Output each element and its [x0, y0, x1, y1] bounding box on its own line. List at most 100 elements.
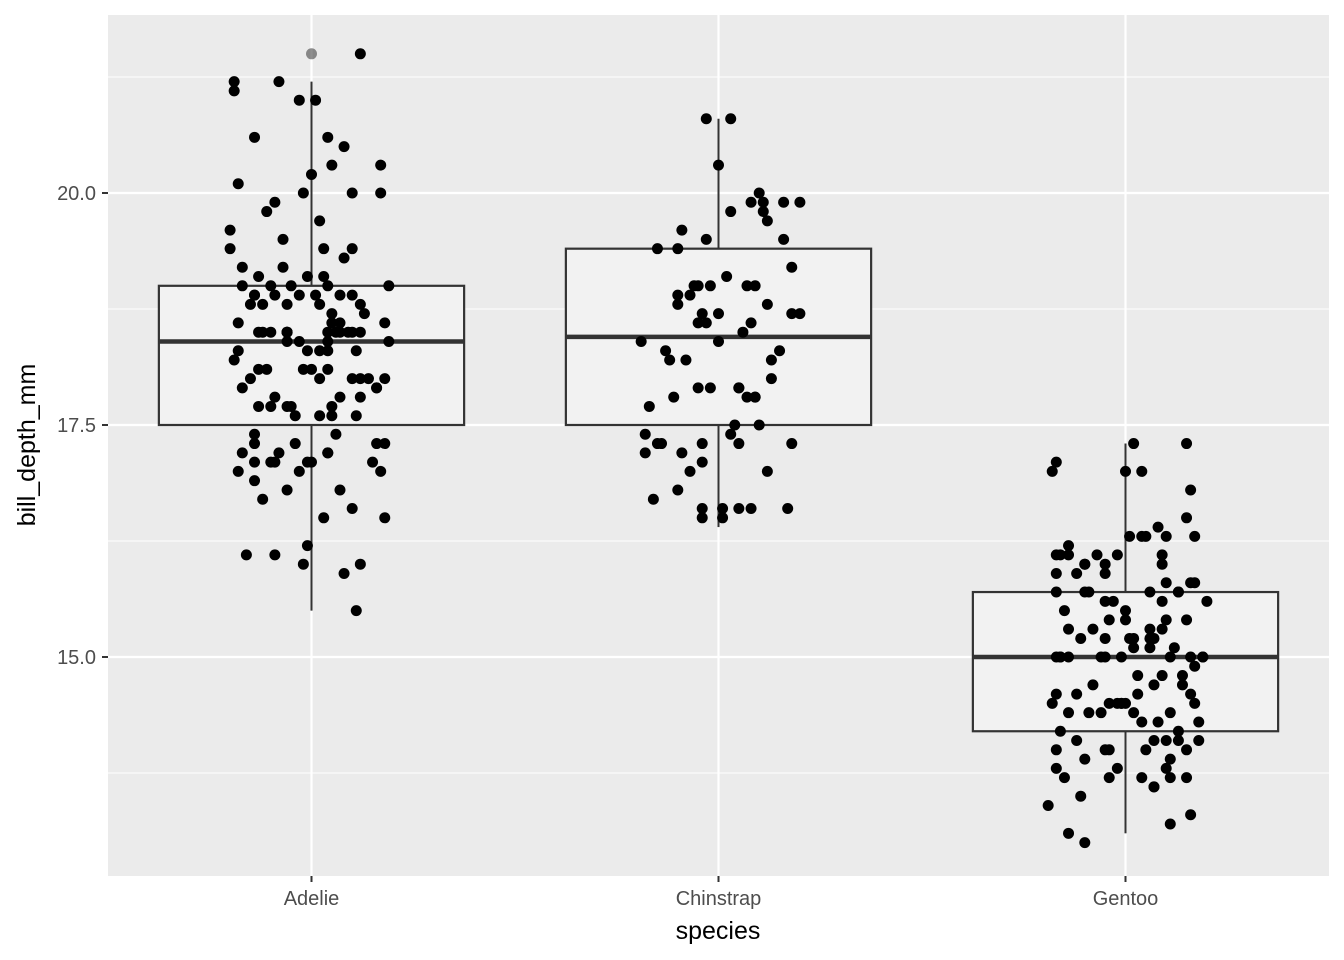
- data-point: [1071, 567, 1083, 579]
- data-point: [293, 465, 305, 477]
- data-point: [1063, 549, 1075, 561]
- data-point: [692, 317, 704, 329]
- data-point: [778, 233, 790, 245]
- data-point: [786, 438, 798, 450]
- data-point: [314, 298, 326, 310]
- data-point: [729, 419, 741, 431]
- data-point: [269, 289, 281, 301]
- data-point: [1189, 530, 1201, 542]
- data-point: [297, 558, 309, 570]
- data-point: [717, 503, 729, 515]
- data-point: [1164, 707, 1176, 719]
- data-point: [1144, 632, 1156, 644]
- data-point: [269, 456, 281, 468]
- data-point: [1050, 567, 1062, 579]
- data-point: [1136, 530, 1148, 542]
- data-point: [249, 456, 261, 468]
- data-point: [379, 512, 391, 524]
- data-point: [1103, 772, 1115, 784]
- data-point: [676, 447, 688, 459]
- data-point: [1054, 725, 1066, 737]
- data-point: [1095, 651, 1107, 663]
- data-point: [757, 206, 769, 218]
- data-point: [668, 391, 680, 403]
- data-point: [240, 549, 252, 561]
- data-point: [261, 363, 273, 375]
- data-point: [1185, 688, 1197, 700]
- data-point: [1176, 670, 1188, 682]
- data-point: [334, 391, 346, 403]
- data-point: [1136, 716, 1148, 728]
- data-point: [1168, 642, 1180, 654]
- data-point: [379, 438, 391, 450]
- data-point: [228, 85, 240, 97]
- data-point: [1063, 540, 1075, 552]
- data-point: [301, 540, 313, 552]
- data-point: [346, 373, 358, 385]
- data-point: [1181, 772, 1193, 784]
- data-point: [1156, 595, 1168, 607]
- data-point: [244, 298, 256, 310]
- data-point: [1103, 697, 1115, 709]
- data-point: [1124, 530, 1136, 542]
- data-point: [236, 447, 248, 459]
- data-point: [306, 168, 317, 180]
- data-point: [1176, 679, 1188, 691]
- data-point: [273, 447, 285, 459]
- data-point: [1071, 688, 1083, 700]
- data-point: [733, 382, 745, 394]
- data-point: [293, 94, 305, 106]
- data-point: [281, 326, 293, 338]
- data-point: [289, 438, 301, 450]
- data-point: [346, 187, 358, 199]
- data-point: [1120, 465, 1131, 477]
- data-point: [664, 354, 676, 366]
- data-point: [1083, 707, 1095, 719]
- data-point: [277, 261, 289, 273]
- y-axis: 15.0 17.5 20.0: [57, 183, 108, 669]
- data-point: [326, 308, 338, 320]
- data-point: [761, 465, 773, 477]
- data-point: [257, 298, 269, 310]
- data-point: [1050, 688, 1062, 700]
- data-point: [1079, 837, 1091, 849]
- data-point: [1181, 438, 1193, 450]
- data-point: [1111, 549, 1123, 561]
- data-point: [676, 224, 688, 236]
- data-point: [704, 382, 716, 394]
- data-point: [334, 326, 346, 338]
- data-point: [322, 335, 334, 347]
- data-point: [1103, 614, 1115, 626]
- data-point: [269, 391, 281, 403]
- data-point: [725, 206, 737, 218]
- data-point: [1140, 744, 1152, 756]
- data-point: [1156, 670, 1168, 682]
- data-point: [265, 280, 277, 292]
- data-point: [700, 233, 712, 245]
- data-point: [794, 308, 806, 320]
- data-point: [680, 354, 692, 366]
- data-point: [672, 289, 684, 301]
- data-point: [326, 159, 338, 171]
- data-point: [1172, 735, 1184, 747]
- data-point: [293, 335, 305, 347]
- data-point: [1189, 577, 1201, 589]
- data-point: [379, 317, 391, 329]
- y-tick-label: 20.0: [57, 183, 96, 205]
- data-point: [281, 484, 293, 496]
- data-point: [322, 280, 334, 292]
- data-point: [741, 280, 753, 292]
- data-point: [1128, 707, 1140, 719]
- data-point: [1046, 465, 1058, 477]
- data-point: [269, 196, 281, 208]
- data-point: [281, 335, 293, 347]
- data-point: [1189, 697, 1201, 709]
- data-point: [1099, 558, 1111, 570]
- data-point: [696, 308, 708, 320]
- data-point: [1107, 595, 1119, 607]
- data-point: [338, 252, 350, 264]
- data-point: [1164, 651, 1176, 663]
- data-point: [334, 484, 346, 496]
- data-point: [1103, 744, 1115, 756]
